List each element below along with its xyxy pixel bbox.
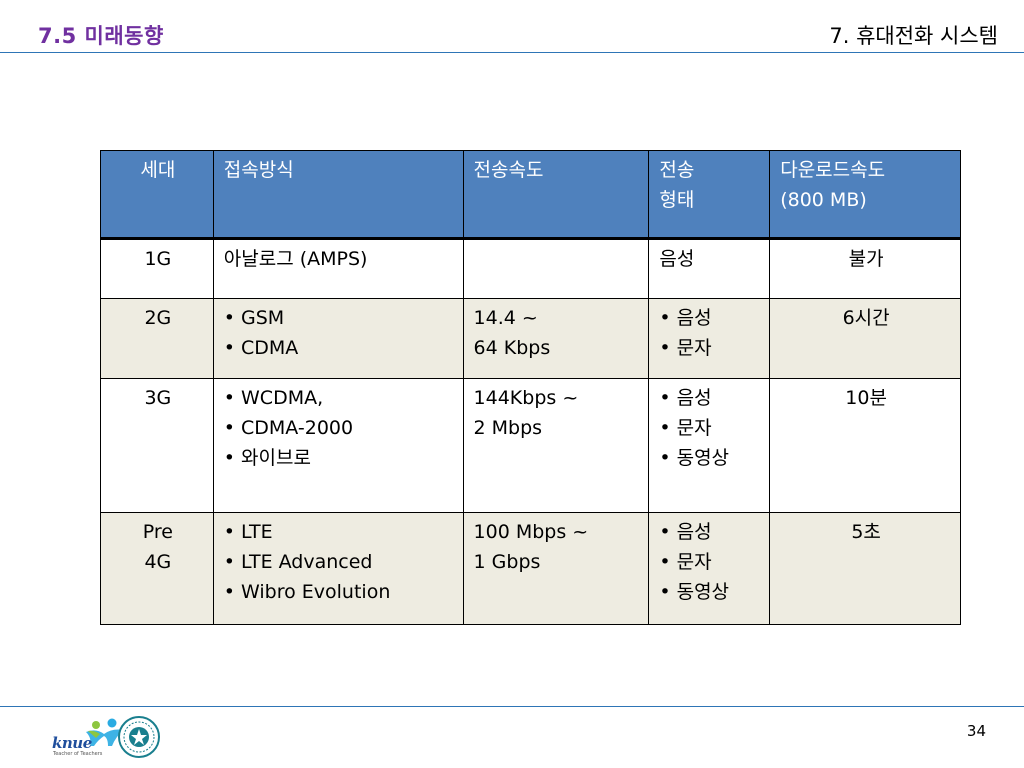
header-access-method: 접속방식 [212, 150, 464, 240]
cell-type-line: 문자 [659, 333, 761, 363]
header-generation: 세대 [100, 150, 214, 240]
cell-download: 6시간 [769, 298, 961, 379]
table-row: 1G 아날로그 (AMPS) 음성 불가 [100, 238, 961, 299]
logo-figures-icon [86, 718, 124, 746]
cell-type-line: 음성 [659, 248, 695, 270]
slide-title: 7.5 미래동향 [38, 24, 164, 48]
cell-generation: 3G [100, 378, 214, 513]
cell-access-method: WCDMA,CDMA-2000와이브로 [212, 378, 464, 513]
header-download-line: 다운로드속도 [780, 159, 886, 181]
logo-wordmark: knue [52, 734, 92, 752]
table-row: 2GGSMCDMA14.4 ~64 Kbps음성문자6시간 [100, 298, 961, 379]
university-seal-icon [118, 716, 160, 758]
cell-access-method: 아날로그 (AMPS) [212, 238, 464, 299]
header-type: 전송 형태 [648, 150, 771, 240]
cell-speed: 14.4 ~ 64 Kbps [462, 298, 650, 379]
cell-speed-line: 14.4 ~ [473, 307, 538, 329]
cell-type-line: 문자 [659, 413, 761, 443]
cell-generation: 2G [100, 298, 214, 379]
cell-generation-line: 3G [144, 387, 172, 409]
cell-access-method-line: CDMA-2000 [224, 413, 455, 443]
generation-table: 세대 접속방식 전송속도 전송 형태 다운로드속도 (800 MB) 1G 아날로… [100, 150, 961, 625]
university-logo: knue Teacher of Teachers [52, 716, 162, 760]
chapter-title: 7. 휴대전화 시스템 [829, 24, 998, 48]
cell-download: 10분 [769, 378, 961, 513]
cell-access-method-line: 와이브로 [224, 443, 455, 473]
cell-speed-line: 100 Mbps ~ [473, 521, 589, 543]
header-speed: 전송속도 [462, 150, 650, 240]
cell-generation-line: 4G [144, 551, 172, 573]
table-header-row: 세대 접속방식 전송속도 전송 형태 다운로드속도 (800 MB) [100, 150, 961, 240]
cell-generation-line: 1G [144, 248, 172, 270]
cell-type-line: 동영상 [659, 443, 761, 473]
logo-tagline: Teacher of Teachers [53, 751, 103, 757]
header-download-line: (800 MB) [780, 189, 867, 211]
cell-type: 음성문자 [648, 298, 771, 379]
cell-type-line: 음성 [659, 517, 761, 547]
cell-access-method-line: WCDMA, [224, 383, 455, 413]
cell-speed-line: 144Kbps ~ [473, 387, 579, 409]
cell-download: 불가 [769, 238, 961, 299]
cell-generation-line: 2G [144, 307, 172, 329]
cell-type-line: 음성 [659, 383, 761, 413]
cell-speed-line: 1 Gbps [473, 551, 541, 573]
cell-generation: 1G [100, 238, 214, 299]
bottom-divider [0, 706, 1024, 707]
cell-access-method-line: CDMA [224, 333, 455, 363]
cell-access-method: GSMCDMA [212, 298, 464, 379]
cell-access-method-line: LTE Advanced [224, 547, 455, 577]
cell-type: 음성문자동영상 [648, 378, 771, 513]
cell-speed: 144Kbps ~ 2 Mbps [462, 378, 650, 513]
cell-type-line: 문자 [659, 547, 761, 577]
cell-download: 5초 [769, 512, 961, 625]
cell-speed [462, 238, 650, 299]
cell-speed-line: 64 Kbps [473, 337, 551, 359]
table-row: 3G WCDMA,CDMA-2000와이브로 144Kbps ~ 2 Mbps 음성문자… [100, 378, 961, 513]
cell-generation: Pre 4G [100, 512, 214, 625]
cell-type: 음성문자동영상 [648, 512, 771, 625]
header-type-line: 전송 [659, 159, 695, 181]
cell-type: 음성 [648, 238, 771, 299]
cell-speed: 100 Mbps ~ 1 Gbps [462, 512, 650, 625]
cell-access-method-line: LTE [224, 517, 455, 547]
cell-type-line: 음성 [659, 303, 761, 333]
cell-access-method-line: Wibro Evolution [224, 577, 455, 607]
cell-type-line: 동영상 [659, 577, 761, 607]
page-number: 34 [966, 722, 986, 740]
cell-generation-line: Pre [142, 521, 173, 543]
header-download: 다운로드속도 (800 MB) [769, 150, 961, 240]
cell-access-method-line: 아날로그 (AMPS) [223, 248, 368, 270]
top-divider [0, 52, 1024, 53]
cell-speed-line: 2 Mbps [473, 417, 543, 439]
header-type-line: 형태 [659, 189, 695, 211]
cell-access-method: LTELTE AdvancedWibro Evolution [212, 512, 464, 625]
cell-access-method-line: GSM [224, 303, 455, 333]
